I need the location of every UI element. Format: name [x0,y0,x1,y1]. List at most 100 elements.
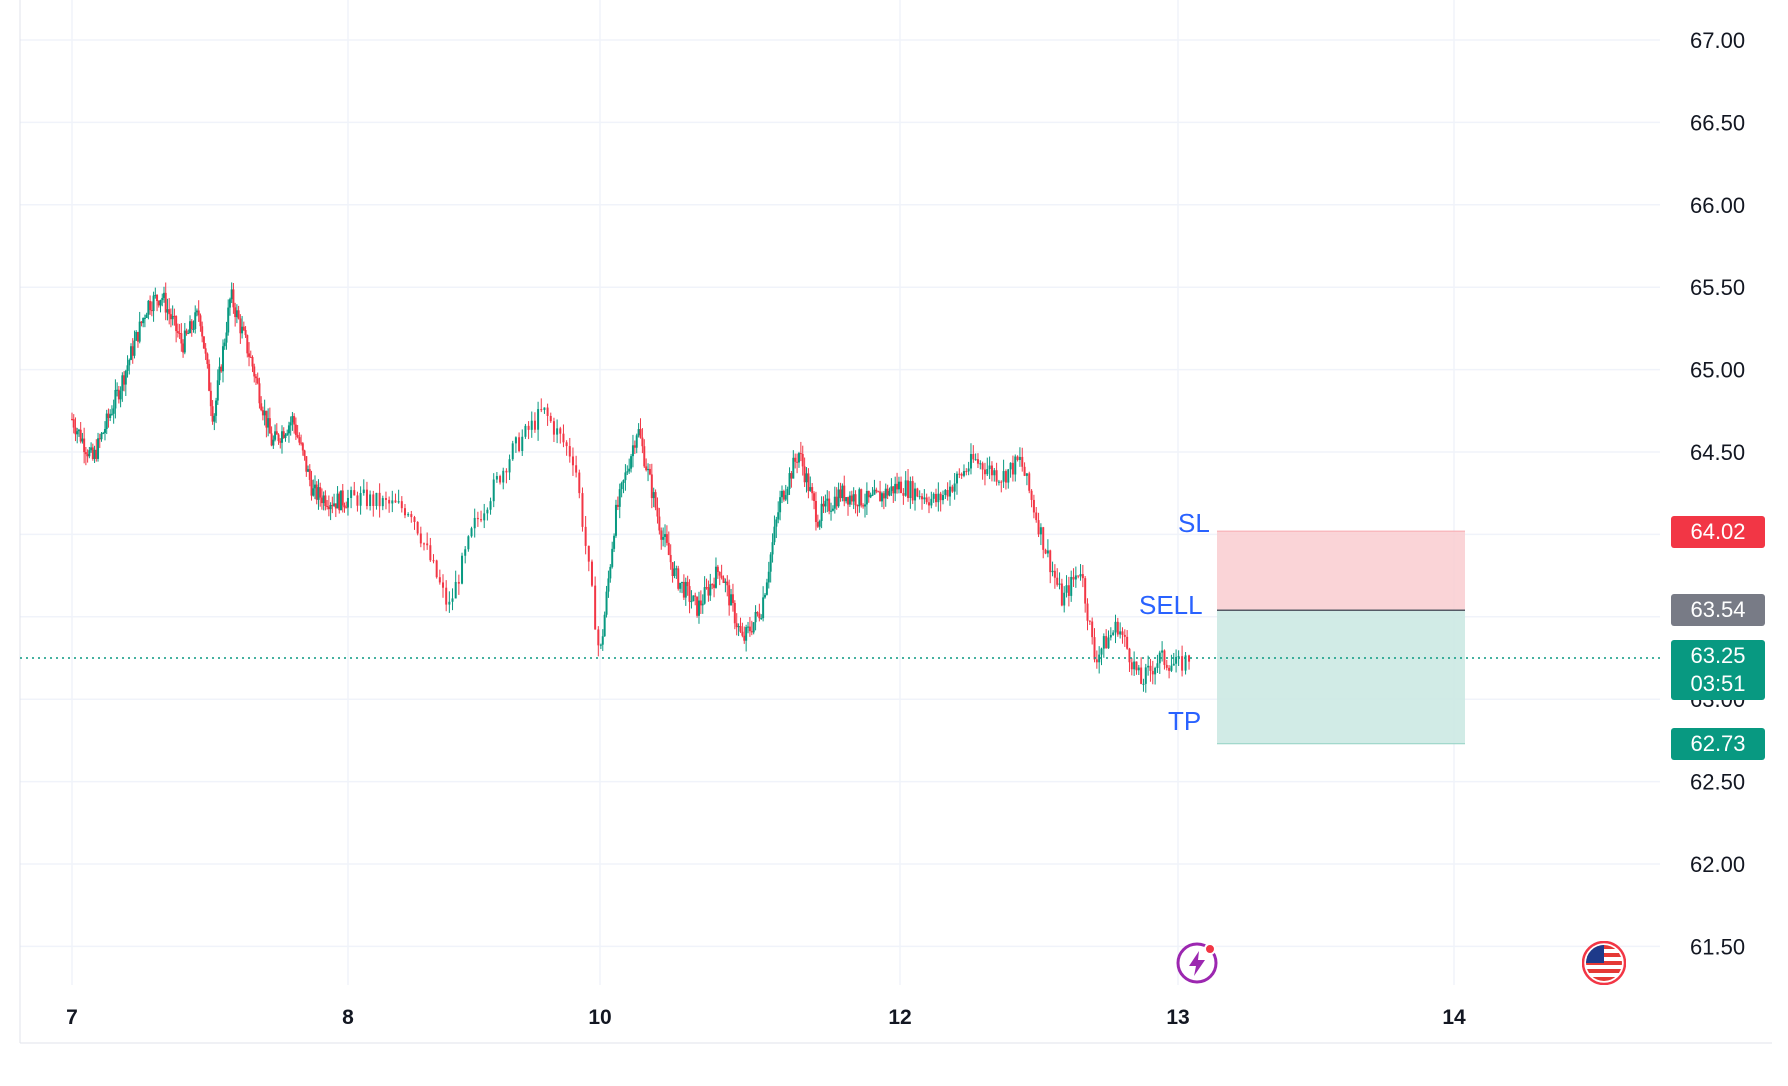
candle-body [958,473,961,475]
candle-body [782,490,785,500]
candle-body [227,307,230,333]
candle-body [499,476,502,483]
candle-body [483,513,486,521]
candle-body [863,504,866,507]
candle-body [675,568,678,570]
candle-body [426,543,429,546]
candle-body [780,490,783,498]
candle-body [713,584,716,588]
candle-body [562,433,565,443]
candle-body [614,504,617,536]
candle-body [1088,620,1091,622]
candle-body [457,581,460,584]
candle-body [248,353,251,357]
candle-body [384,498,387,500]
candle-body [731,594,734,603]
sell-entry-label[interactable]: SELL [1139,590,1203,620]
candle-body [300,442,303,444]
take-profit-label[interactable]: TP [1168,706,1202,736]
candle-body [473,517,476,529]
candle-body [1109,634,1112,638]
candle-body [1049,550,1052,573]
candle-body [258,383,261,404]
us-flag-icon[interactable] [1581,940,1627,986]
candle-body [867,490,870,498]
candle-body [1004,471,1007,483]
stop-loss-label[interactable]: SL [1178,508,1210,538]
candle-body [792,457,795,479]
candle-body [502,470,505,483]
candle-body [251,357,254,367]
candle-body [307,469,310,472]
candle-body [765,582,768,595]
candle-body [209,390,212,407]
candle-body [175,316,178,332]
candle-body [1123,634,1126,637]
candle-body [356,495,359,506]
candle-body [935,493,938,503]
candle-body [1060,583,1063,606]
candle-body [565,442,568,447]
candle-body [230,289,233,300]
candle-body [605,591,608,615]
candle-body [556,428,559,435]
candle-body [803,466,806,483]
candle-body [722,577,725,583]
candle-body [1100,648,1103,655]
candle-body [620,482,623,490]
candle-body [630,456,633,469]
candle-body [884,488,887,499]
candle-body [147,300,150,315]
candle-body [796,461,799,463]
candle-body [124,370,127,385]
candle-body [388,499,391,504]
candle-body [138,321,141,342]
candle-body [762,597,765,619]
candle-body [195,310,198,313]
candle-body [771,542,774,555]
candle-body [923,497,926,500]
candle-body [391,500,394,504]
candle-body [237,310,240,319]
candle-body [140,321,143,324]
candle-body [850,495,853,502]
candle-body [995,470,998,482]
candle-body [932,493,935,499]
candle-body [1133,661,1136,670]
candle-body [847,497,850,505]
candle-body [313,484,316,489]
candle-body [448,601,451,605]
candle-body [633,445,636,448]
candle-body [381,498,384,507]
candle-body [156,294,159,301]
candle-body [261,410,264,416]
candle-body [277,434,280,442]
candle-body [779,497,782,513]
candle-body [287,425,290,434]
candle-body [1172,663,1175,666]
lightning-alert-icon[interactable] [1175,941,1219,985]
candle-body [298,437,301,443]
candle-body [1081,574,1084,579]
candle-body [72,419,75,428]
candle-body [91,447,94,459]
candle-body [372,494,375,506]
candle-body [897,481,900,490]
candle-body [814,500,817,523]
candle-body [790,473,793,479]
candle-body [756,612,759,614]
candle-body [1086,603,1089,621]
candle-body [533,420,536,430]
candle-body [865,490,868,505]
candle-body [429,545,432,561]
candle-body [981,463,984,470]
candle-body [900,481,903,494]
candle-body [597,629,600,646]
candle-body [921,496,924,500]
candle-body [692,595,695,602]
candle-body [1119,631,1122,635]
candle-body [403,508,406,516]
y-tick-label: 66.50 [1690,110,1745,135]
